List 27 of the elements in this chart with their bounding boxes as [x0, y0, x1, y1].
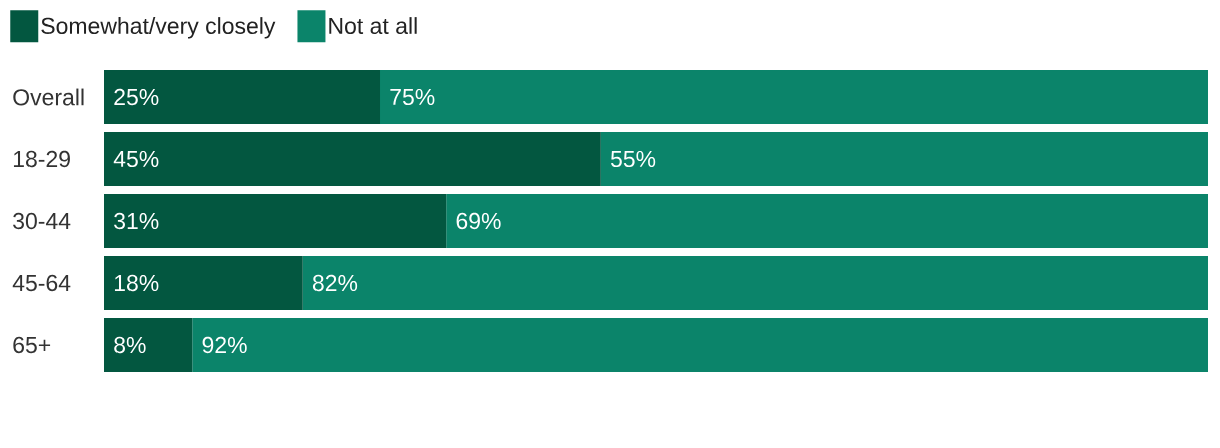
bar — [104, 194, 447, 249]
data-label: 45% — [113, 150, 159, 168]
legend-label: Somewhat/very closely — [41, 17, 276, 39]
data-label: 82% — [312, 274, 358, 292]
bar — [104, 70, 380, 125]
bar — [380, 70, 1208, 125]
data-label: 25% — [114, 88, 159, 106]
data-label: 92% — [202, 336, 247, 354]
data-label: 55% — [610, 150, 656, 168]
bar — [104, 256, 303, 310]
data-label: 69% — [456, 212, 501, 230]
bar — [446, 194, 1208, 249]
bar — [104, 318, 193, 372]
bar — [192, 318, 1208, 372]
y-tick-label: 30-44 — [13, 212, 71, 230]
bar — [104, 132, 601, 187]
y-tick-label: 65+ — [13, 336, 51, 354]
data-label: 75% — [390, 88, 435, 106]
y-tick-label: 18-29 — [13, 150, 70, 168]
data-label: 31% — [114, 212, 159, 230]
y-tick-label: 45-64 — [12, 274, 71, 292]
y-tick-label: Overall — [13, 88, 84, 106]
bar — [302, 256, 1208, 310]
legend-label: Not at all — [329, 17, 417, 34]
bar — [600, 132, 1208, 187]
data-label: 8% — [114, 336, 146, 354]
data-label: 18% — [114, 274, 159, 292]
